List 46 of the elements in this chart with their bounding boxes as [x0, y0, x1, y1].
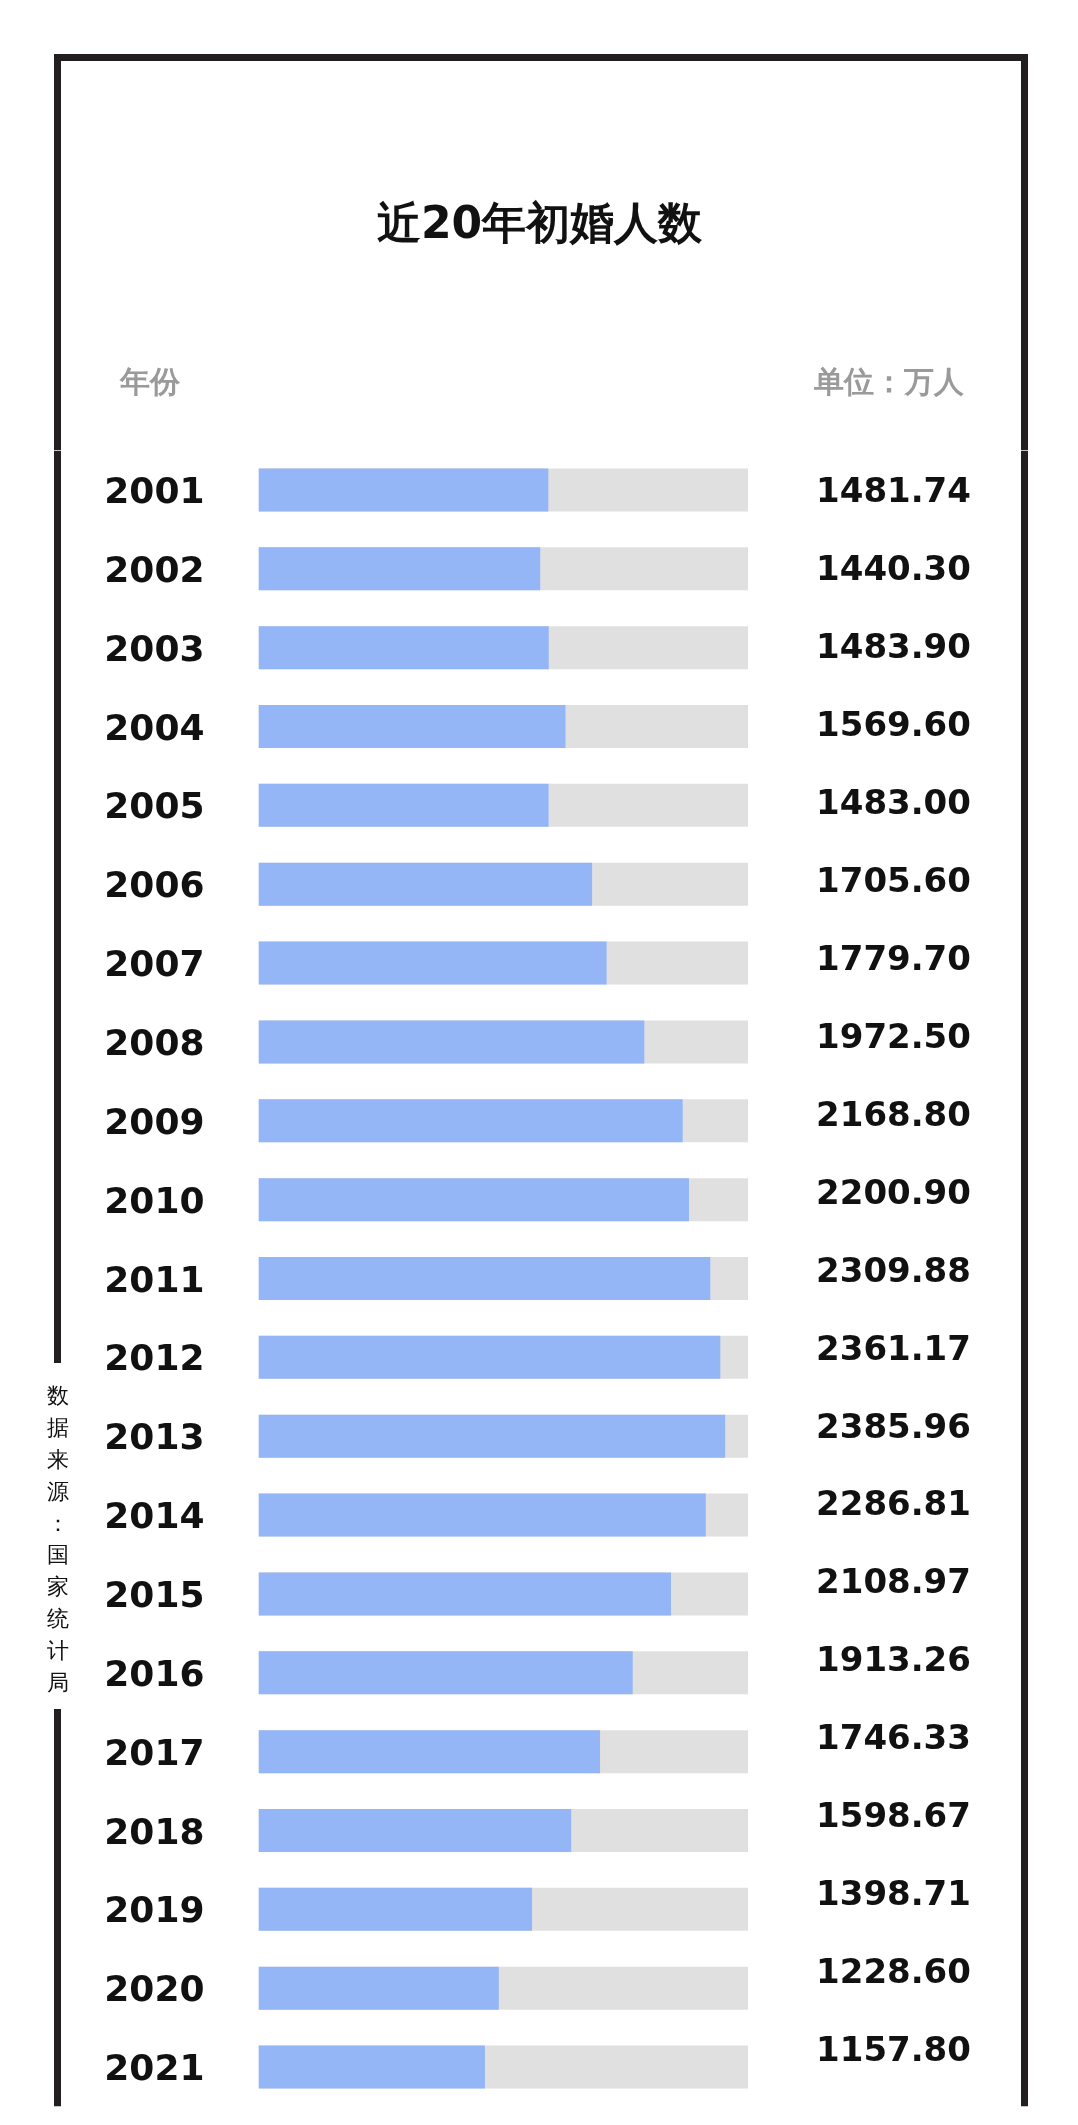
data-label: 2361.17 [816, 1327, 971, 1368]
y-tick-label: 2003 [104, 627, 205, 669]
y-tick-label: 2002 [104, 548, 205, 590]
y-tick-label: 2013 [104, 1416, 205, 1458]
data-label: 1913.26 [816, 1639, 971, 1680]
y-tick-label: 2011 [104, 1258, 205, 1300]
chart-title: 近20年初婚人数 [376, 197, 704, 248]
data-label: 1598.67 [816, 1795, 971, 1836]
text: 数据来源：国家统计局 [46, 1383, 69, 1695]
y-tick-label: 2014 [104, 1495, 205, 1537]
y-tick-label: 2015 [104, 1573, 205, 1615]
y-tick-label: 2018 [104, 1810, 205, 1852]
data-label: 1157.80 [816, 2029, 971, 2070]
y-tick-label: 2016 [104, 1652, 205, 1694]
data-label: 1228.60 [816, 1951, 971, 1992]
y-tick-label: 2004 [104, 706, 205, 748]
y-tick-label: 2005 [104, 785, 205, 827]
y-tick-label: 2001 [104, 469, 205, 511]
y-tick-label: 2009 [104, 1100, 205, 1142]
data-label: 1569.60 [816, 703, 971, 744]
y-tick-label: 2007 [104, 943, 205, 985]
data-label: 2108.97 [816, 1561, 971, 1602]
data-label: 1972.50 [816, 1015, 971, 1056]
data-label: 1483.90 [816, 625, 971, 666]
data-label: 2286.81 [816, 1483, 971, 1524]
y-tick-label: 2019 [104, 1889, 205, 1931]
y-tick-label: 2020 [104, 1968, 205, 2010]
data-label: 2200.90 [816, 1171, 971, 1212]
text: 单位：万人 [812, 364, 965, 399]
data-label: 1705.60 [816, 859, 971, 900]
y-tick-label: 2008 [104, 1021, 205, 1063]
data-label: 2168.80 [816, 1093, 971, 1134]
data-label: 2385.96 [816, 1405, 971, 1446]
data-label: 1398.71 [816, 1873, 971, 1914]
y-tick-label: 2017 [104, 1731, 205, 1773]
data-label: 1483.00 [816, 781, 971, 822]
data-label: 1481.74 [816, 469, 971, 510]
y-tick-label: 2021 [104, 2047, 205, 2089]
data-label: 2309.88 [816, 1249, 971, 1290]
y-tick-label: 2010 [104, 1179, 205, 1221]
y-tick-label: 2006 [104, 864, 205, 906]
data-label: 1746.33 [816, 1717, 971, 1758]
y-tick-label: 2012 [104, 1337, 205, 1379]
y-axis-title: 年份 [118, 364, 181, 399]
data-label: 1440.30 [816, 547, 971, 588]
data-label: 1779.70 [816, 937, 971, 978]
